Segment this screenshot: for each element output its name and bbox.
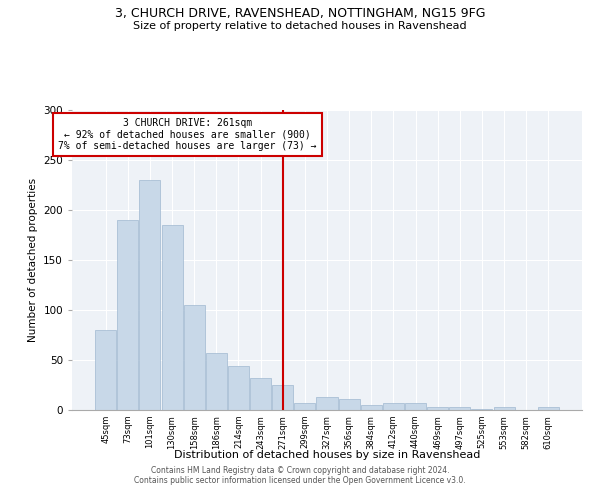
Bar bbox=[184, 305, 205, 410]
Bar bbox=[118, 220, 139, 410]
Bar bbox=[338, 399, 359, 410]
Text: Contains HM Land Registry data © Crown copyright and database right 2024.
Contai: Contains HM Land Registry data © Crown c… bbox=[134, 466, 466, 485]
Bar bbox=[494, 407, 515, 410]
Bar bbox=[161, 225, 182, 410]
Bar bbox=[449, 407, 470, 410]
Text: 3, CHURCH DRIVE, RAVENSHEAD, NOTTINGHAM, NG15 9FG: 3, CHURCH DRIVE, RAVENSHEAD, NOTTINGHAM,… bbox=[115, 8, 485, 20]
Bar bbox=[250, 378, 271, 410]
Bar bbox=[405, 403, 426, 410]
Bar bbox=[228, 366, 249, 410]
Bar bbox=[316, 397, 338, 410]
Bar bbox=[427, 407, 448, 410]
Bar bbox=[139, 180, 160, 410]
Bar bbox=[206, 353, 227, 410]
Y-axis label: Number of detached properties: Number of detached properties bbox=[28, 178, 38, 342]
Bar bbox=[361, 405, 382, 410]
Bar bbox=[383, 403, 404, 410]
Bar bbox=[295, 403, 316, 410]
Bar bbox=[95, 330, 116, 410]
Text: 3 CHURCH DRIVE: 261sqm
← 92% of detached houses are smaller (900)
7% of semi-det: 3 CHURCH DRIVE: 261sqm ← 92% of detached… bbox=[58, 118, 317, 151]
Bar bbox=[538, 407, 559, 410]
Text: Size of property relative to detached houses in Ravenshead: Size of property relative to detached ho… bbox=[133, 21, 467, 31]
Bar bbox=[272, 385, 293, 410]
Bar bbox=[472, 409, 493, 410]
Text: Distribution of detached houses by size in Ravenshead: Distribution of detached houses by size … bbox=[174, 450, 480, 460]
